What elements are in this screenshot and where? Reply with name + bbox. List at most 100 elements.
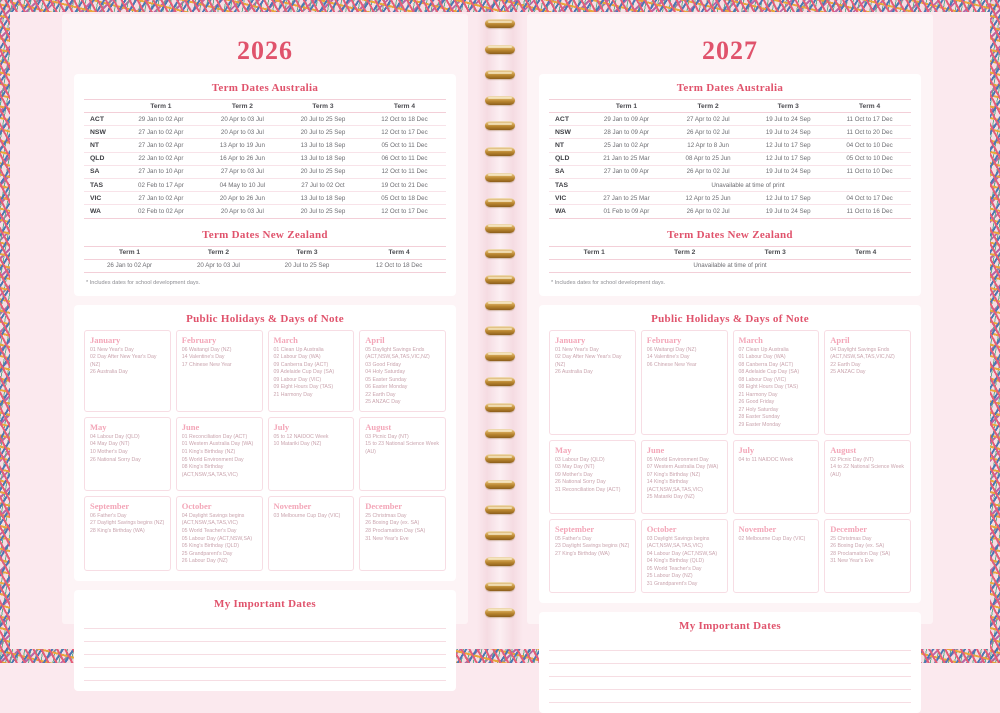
holiday-item: 03 Good Friday [365,361,402,368]
holiday-item: 28 Proclamation Day (SA) [830,550,891,557]
writing-line[interactable] [549,690,911,704]
term-cell: 20 Apr to 26 Jun [201,191,283,206]
table-header-row: Term 1 Term 2 Term 3 Term 4 [549,245,911,260]
spiral-ring [485,326,515,336]
writing-line[interactable] [549,677,911,691]
term-dates-australia-title: Term Dates Australia [676,82,784,94]
state-label-tas: TAS [84,178,120,193]
writing-line[interactable] [84,668,446,681]
table-header-row: Term 1 Term 2 Term 3 Term 4 [84,99,446,113]
holiday-item: 06 Easter Monday [365,384,408,391]
writing-line[interactable] [84,616,446,629]
decorative-border-left [0,0,10,663]
spiral-ring [485,377,515,387]
spiral-ring [485,121,515,131]
term-cell: 06 Oct to 11 Dec [362,152,446,166]
term-cell: 19 Jul to 24 Sep [748,165,829,179]
holiday-item: 05 World Teacher's Day [181,528,237,534]
holiday-item: 06 Father's Day [90,512,127,519]
public-holidays-card: Public Holidays & Days of Note January 01 … [74,304,456,581]
spiral-ring [485,582,515,592]
holiday-item: 04 Daylight Savings begins (ACT,NSW,SA,T… [181,512,245,527]
term-cell: 26 Apr to 02 Jul [667,165,749,179]
writing-line[interactable] [549,651,911,665]
holiday-item: 03 Labour Day (QLD) [555,456,605,463]
term-cell: 12 Apr to 8 Jun [667,138,749,153]
column-header-term-1: Term 1 [585,99,668,113]
month-box-january: January 01 New Year's Day 02 Day After New… [84,329,171,412]
term-cell: 27 Jan to 02 Apr [120,191,202,206]
spiral-ring [485,198,515,208]
term-dates-card: Term Dates Australia Term 1 Term 2 Term 3 Te… [539,74,921,296]
term-cell: 27 Apr to 03 Jul [201,165,283,179]
term-cell: 16 Apr to 26 Jun [201,152,283,166]
holiday-item: 15 to 23 National Science Week (AU) [365,441,439,455]
term-cell: 12 Oct to 18 Dec [362,112,446,127]
holiday-item: 08 King's Birthday (ACT,NSW,SA,TAS,VIC) [181,464,238,478]
term-cell: 20 Apr to 03 Jul [201,204,283,219]
holiday-item: 26 Boxing Day (ex. SA) [830,543,885,550]
term-cell: 26 Apr to 02 Jul [667,125,749,140]
term-cell: 11 Oct to 20 Dec [828,125,911,140]
table-header-row: Term 1 Term 2 Term 3 Term 4 [549,99,911,113]
writing-line[interactable] [84,642,446,655]
column-header-term-3: Term 3 [282,99,363,113]
year-title: 2026 [237,36,293,65]
column-header-term-4: Term 4 [828,99,911,113]
table-row: NSW 28 Jan to 09 Apr 26 Apr to 02 Jul 19 Ju… [549,125,911,140]
table-row: 26 Jan to 02 Apr 20 Apr to 03 Jul 20 Jul t… [84,259,446,273]
term-cell: 21 Jan to 25 Mar [585,152,668,166]
writing-line[interactable] [84,629,446,642]
holiday-item: 05 Easter Sunday [365,376,407,383]
decorative-border-top [0,0,1000,12]
month-box-september: September 06 Father's Day 27 Daylight Savi… [84,495,171,571]
holiday-item: 05 to 12 NAIDOC Week [273,433,329,440]
column-header-term-3: Term 3 [261,245,353,260]
holiday-item: 07 Clean Up Australia [738,346,789,353]
month-box-october: October 04 Daylight Savings begins (ACT,N… [175,495,263,571]
writing-line[interactable] [549,638,911,652]
term-cell: 02 Feb to 02 Apr [120,204,202,219]
holiday-item: 04 May Day (NT) [90,441,130,448]
table-row: NT 25 Jan to 02 Apr 12 Apr to 8 Jun 12 Jul … [549,138,911,153]
holiday-item: 03 Picnic Day (NT) [365,433,409,440]
term-dates-new-zealand-section: Term Dates New Zealand Term 1 Term 2 Term 3… [549,229,911,286]
holiday-item: 09 Eight Hours Day (TAS) [273,384,334,391]
term-dates-australia-table: Term 1 Term 2 Term 3 Term 4 ACT 29 Jan to 02 … [84,99,446,219]
month-box-december: December 25 Christmas Day 26 Boxing Day (e… [824,518,911,594]
important-dates-title: My Important Dates [679,620,781,633]
month-name: January [90,334,121,345]
state-label-vic: VIC [549,191,585,206]
column-header-term-4: Term 4 [352,245,446,260]
holiday-item: 25 Labour Day (NZ) [646,573,693,580]
term-cell: 12 Jul to 17 Sep [748,191,829,206]
writing-line[interactable] [84,655,446,668]
term-cell: 20 Apr to 03 Jul [201,125,283,140]
term-cell: 27 Apr to 02 Jul [667,112,749,127]
term-cell: 27 Jan to 25 Mar [585,191,668,206]
month-name: March [738,334,763,345]
holiday-item: 28 King's Birthday (WA) [90,528,145,534]
holiday-item: 26 National Sorry Day [555,479,606,486]
state-label-act: ACT [549,112,585,127]
year-title: 2027 [702,36,758,65]
table-row: TAS Unavailable at time of print [549,178,911,193]
spiral-ring [485,454,515,464]
writing-line[interactable] [549,664,911,678]
column-header-term-4: Term 4 [820,245,911,260]
spiral-ring [485,428,515,438]
month-box-december: December 25 Christmas Day 26 Boxing Day (e… [359,495,446,571]
term-cell: 20 Jul to 25 Sep [282,165,363,179]
holiday-item: 31 Grandparent's Day [646,580,698,587]
spiral-ring [485,223,515,233]
holiday-item: 01 Western Australia Day (WA) [181,441,254,448]
holiday-item: 26 Australia Day [90,369,128,376]
term-dates-new-zealand-table: Term 1 Term 2 Term 3 Term 4 Unavailable at t… [549,245,911,273]
column-header-state [84,99,120,113]
state-label-nt: NT [549,138,585,153]
spiral-ring [485,19,515,28]
month-name: January [555,334,586,345]
month-box-october: October 03 Daylight Savings begins (ACT,N… [640,518,728,594]
term-cell: 20 Jul to 25 Sep [261,259,353,273]
